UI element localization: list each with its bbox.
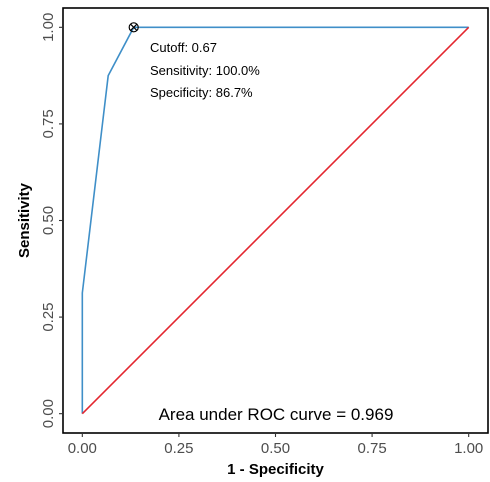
y-axis-title: Sensitivity <box>16 182 33 258</box>
cutoff-label: Cutoff: 0.67 <box>150 40 217 55</box>
x-axis: 0.00 0.25 0.50 0.75 1.00 <box>68 433 483 457</box>
reference-diagonal <box>81 26 470 415</box>
auc-label: Area under ROC curve = 0.969 <box>159 405 394 424</box>
plot-marks <box>81 22 470 415</box>
sensitivity-label: Sensitivity: 100.0% <box>150 63 260 78</box>
x-tick-label: 0.50 <box>261 440 290 457</box>
y-tick-label: 1.00 <box>40 13 57 42</box>
y-tick-label: 0.75 <box>40 109 57 138</box>
x-tick-label: 0.25 <box>164 440 193 457</box>
x-axis-title: 1 - Specificity <box>227 461 324 478</box>
x-tick-label: 1.00 <box>454 440 483 457</box>
roc-curve <box>81 26 469 414</box>
y-tick-label: 0.00 <box>40 399 57 428</box>
cutoff-point-marker <box>128 22 139 33</box>
x-tick-label: 0.75 <box>357 440 386 457</box>
y-tick-label: 0.25 <box>40 302 57 331</box>
y-tick-label: 0.50 <box>40 206 57 235</box>
x-tick-label: 0.00 <box>68 440 97 457</box>
specificity-label: Specificity: 86.7% <box>150 85 253 100</box>
y-axis: 0.00 0.25 0.50 0.75 1.00 <box>40 13 63 428</box>
